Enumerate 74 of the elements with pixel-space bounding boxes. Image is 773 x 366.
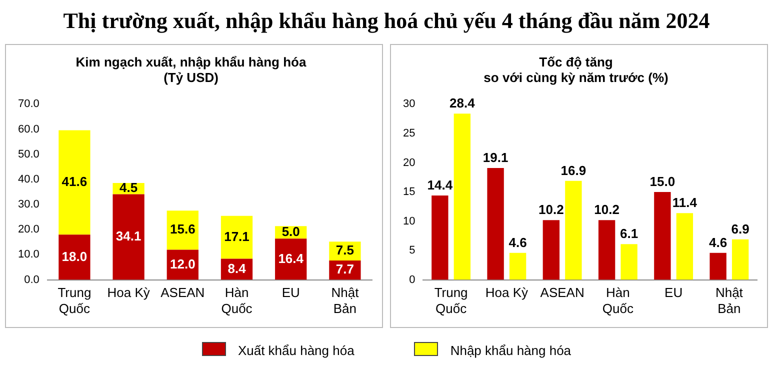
legend-label: Xuất khẩu hàng hóa: [236, 342, 354, 358]
x-tick-label: EU: [664, 285, 683, 300]
bar: [58, 130, 90, 235]
data-label: 4.6: [508, 234, 527, 250]
x-tick-label: ASEAN: [160, 285, 205, 300]
bar: [710, 252, 726, 280]
x-tick-label: ASEAN: [540, 285, 584, 300]
y-tick-label: 40.0: [18, 173, 40, 186]
bar: [565, 180, 582, 280]
bar: [598, 220, 616, 280]
bar: [432, 196, 448, 280]
data-label: 15.0: [650, 174, 676, 190]
chart-title: Tốc độ tăng so với cùng kỳ năm trước (%): [484, 54, 668, 85]
data-label: 12.0: [170, 256, 196, 272]
y-tick-label: 0.0: [24, 274, 40, 286]
y-tick-label: 30.0: [18, 198, 40, 211]
y-tick-label: 70.0: [18, 98, 40, 110]
y-tick-label: 10.0: [18, 248, 40, 261]
bar: [509, 252, 526, 280]
chart-title: Thị trường xuất, nhập khẩu hàng hoá chủ yếu 4 tháng đầu năm 2024: [62, 8, 711, 34]
x-tick-label: EU: [282, 285, 300, 300]
bar: [275, 238, 307, 280]
data-label: 10.2: [594, 202, 620, 218]
y-tick-label: 15: [402, 186, 416, 198]
bar: [676, 213, 694, 280]
y-tick-label: 50.0: [18, 148, 40, 160]
y-tick-label: 20.0: [18, 224, 40, 236]
data-label: 6.1: [620, 226, 638, 242]
data-label: 34.1: [116, 228, 142, 244]
data-label: 5.0: [282, 224, 300, 239]
data-label: 14.4: [427, 178, 454, 193]
data-label: 6.9: [731, 221, 750, 236]
data-label: 15.6: [170, 222, 196, 237]
data-label: 4.5: [120, 180, 138, 196]
y-tick-label: 0: [409, 274, 416, 286]
y-tick-label: 60.0: [18, 123, 40, 136]
data-label: 8.4: [228, 260, 247, 276]
x-tick-label: Hoa Kỳ: [107, 285, 150, 300]
y-tick-label: 5: [409, 244, 416, 257]
x-tick-label: Hoa Kỳ: [485, 285, 528, 300]
bar: [732, 239, 749, 280]
x-tick-label: Nhật Bản: [715, 285, 744, 316]
bar: [620, 244, 638, 280]
y-tick-label: 20: [402, 156, 416, 169]
bar: [112, 194, 144, 280]
x-tick-label: Trung Quốc: [434, 285, 468, 316]
bar: [454, 114, 471, 280]
data-label: 28.4: [450, 96, 476, 111]
data-label: 11.4: [672, 195, 698, 210]
legend-label: Nhập khẩu hàng hóa: [449, 342, 572, 358]
y-tick-label: 10: [402, 215, 416, 228]
data-label: 19.1: [482, 150, 508, 166]
bar: [58, 234, 90, 280]
chart-subtitle: Kim ngạch xuất, nhập khẩu hàng hóa (Tỷ USD): [76, 54, 307, 85]
data-label: 7.5: [336, 242, 354, 258]
data-label: 7.7: [336, 262, 354, 277]
x-tick-label: Hàn Quốc: [221, 285, 253, 316]
data-label: 18.0: [62, 248, 88, 264]
bar: [220, 216, 253, 259]
bar: [487, 168, 504, 280]
bar: [542, 220, 560, 280]
bar: [654, 192, 671, 280]
x-tick-label: Hàn Quốc: [602, 285, 634, 316]
data-label: 17.1: [224, 228, 250, 244]
data-label: 16.9: [560, 162, 586, 178]
data-label: 10.2: [538, 202, 564, 218]
y-tick-label: 30: [402, 98, 416, 110]
x-tick-label: Nhật Bản: [331, 285, 360, 316]
data-label: 4.6: [709, 234, 728, 250]
data-label: 16.4: [278, 250, 304, 266]
bar: [329, 260, 361, 280]
y-tick-label: 25: [402, 128, 416, 140]
data-label: 41.6: [62, 174, 88, 190]
x-tick-label: Trung Quốc: [58, 285, 92, 316]
